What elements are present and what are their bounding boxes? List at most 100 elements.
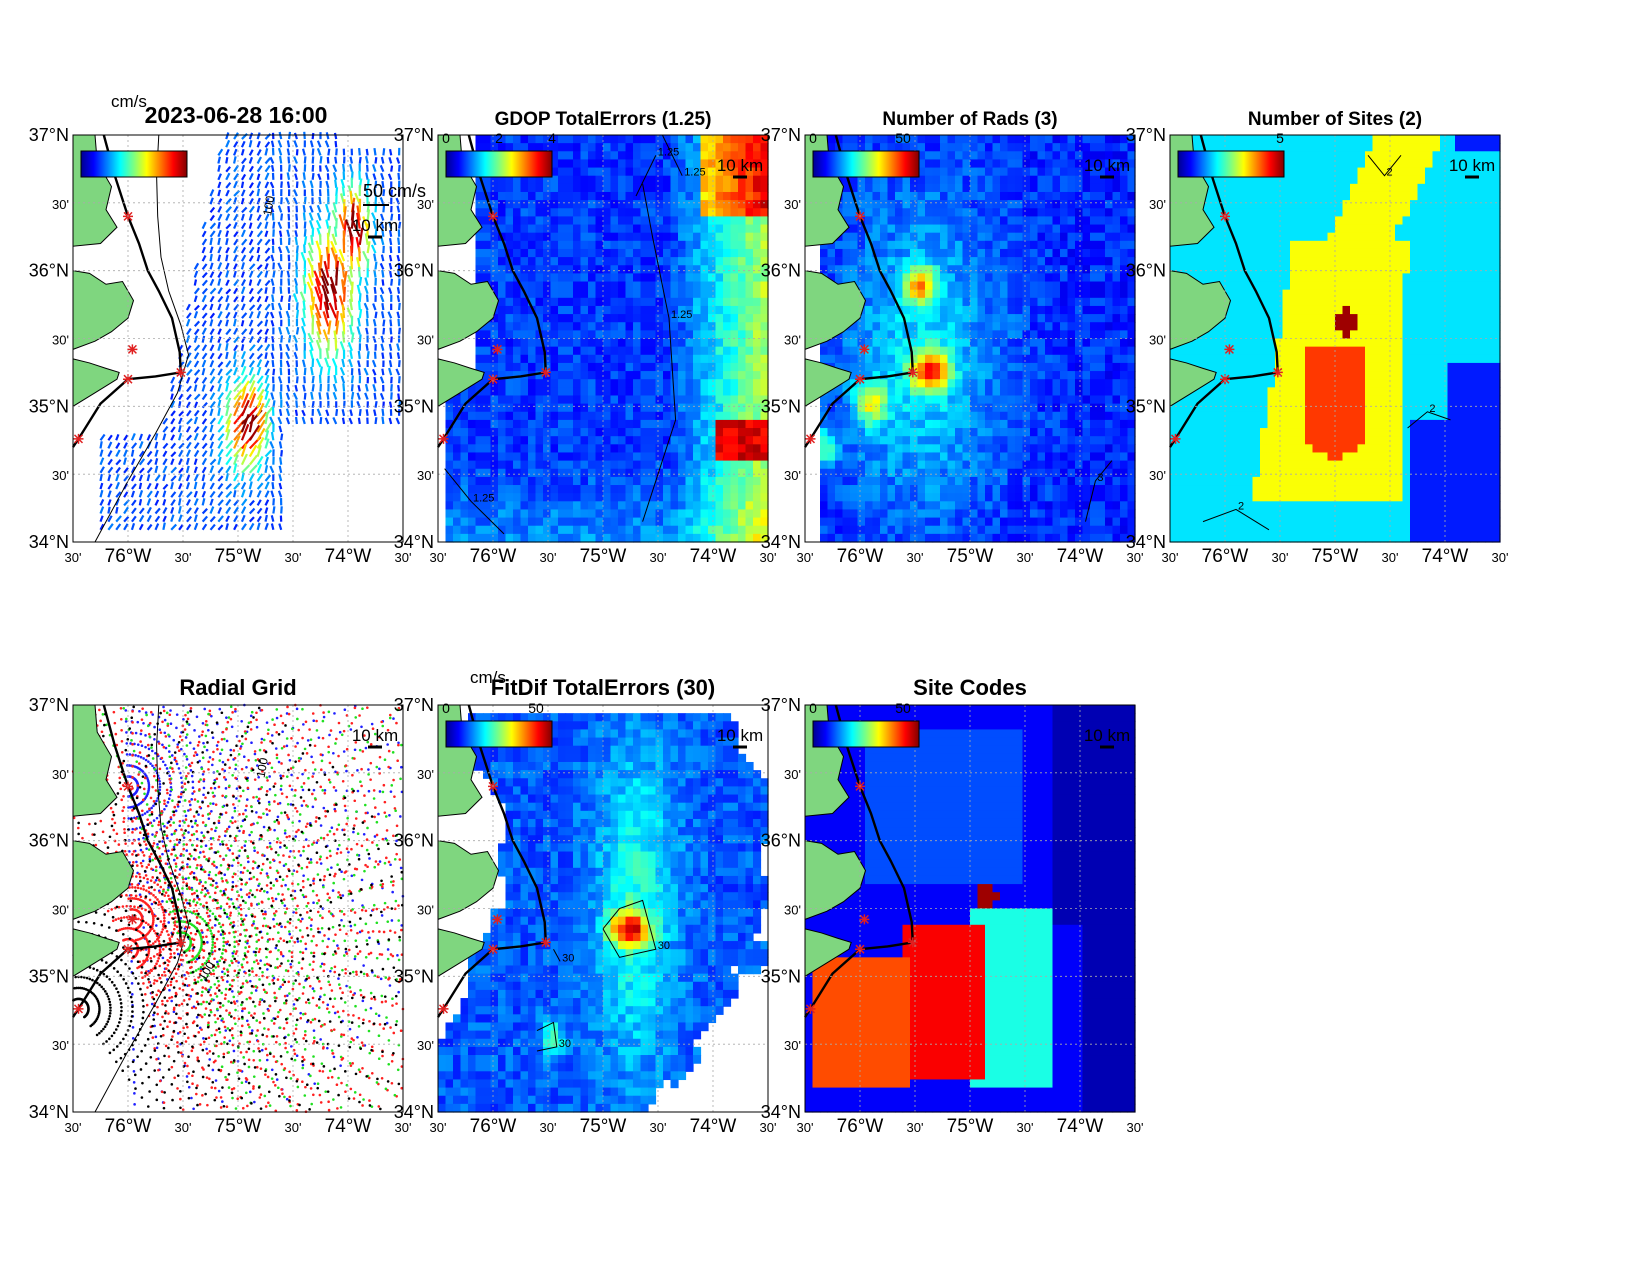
current-vector xyxy=(390,384,393,392)
heatmap-cell xyxy=(483,143,492,152)
current-vector xyxy=(209,515,216,523)
heatmap-cell xyxy=(887,476,896,486)
heatmap-cell xyxy=(1000,314,1009,323)
heatmap-cell xyxy=(580,525,589,535)
heatmap-cell xyxy=(872,362,881,372)
heatmap-cell xyxy=(618,314,627,323)
current-vector xyxy=(248,140,253,148)
current-vector xyxy=(387,311,393,319)
heatmap-cell xyxy=(700,468,709,478)
heatmap-cell xyxy=(648,240,657,250)
current-vector xyxy=(256,132,261,140)
heatmap-cell xyxy=(947,419,956,429)
current-vector xyxy=(388,262,393,270)
heatmap-cell xyxy=(453,517,462,527)
heatmap-cell xyxy=(1000,240,1009,250)
heatmap-cell xyxy=(962,517,971,527)
heatmap-cell xyxy=(558,395,567,405)
heatmap-cell xyxy=(700,216,709,226)
heatmap-cell xyxy=(573,289,582,299)
heatmap-cell xyxy=(573,216,582,226)
heatmap-cell xyxy=(842,232,851,242)
heatmap-cell xyxy=(902,371,911,380)
heatmap-cell xyxy=(573,257,582,266)
heatmap-cell xyxy=(1045,395,1054,405)
heatmap-cell xyxy=(490,135,499,144)
current-vector xyxy=(269,156,275,164)
current-vector xyxy=(388,229,393,237)
heatmap-cell xyxy=(558,143,567,152)
heatmap-cell xyxy=(685,354,694,364)
heatmap-cell xyxy=(520,322,529,331)
heatmap-cell xyxy=(753,501,762,511)
heatmap-cell xyxy=(468,517,477,527)
current-vector xyxy=(186,328,192,336)
heatmap-cell xyxy=(603,533,612,543)
heatmap-cell xyxy=(625,387,634,397)
current-vector xyxy=(327,212,331,221)
heatmap-cell xyxy=(932,533,941,543)
heatmap-cell xyxy=(483,362,492,372)
heatmap-cell xyxy=(857,265,866,274)
current-vector xyxy=(177,505,182,514)
heatmap-cell xyxy=(490,428,499,437)
heatmap-cell xyxy=(633,208,642,217)
heatmap-cell xyxy=(640,314,649,323)
heatmap-cell xyxy=(977,419,986,429)
heatmap-cell xyxy=(985,419,994,429)
heatmap-cell xyxy=(1037,240,1046,250)
heatmap-cell xyxy=(992,411,1001,421)
heatmap-cell xyxy=(992,200,1001,209)
heatmap-cell xyxy=(550,224,559,234)
current-vector xyxy=(264,205,269,213)
current-vector xyxy=(154,474,161,482)
current-vector xyxy=(292,392,298,401)
heatmap-cell xyxy=(902,216,911,226)
current-vectors xyxy=(99,131,402,531)
heatmap-cell xyxy=(895,330,904,340)
heatmap-cell xyxy=(932,167,941,177)
heatmap-cell xyxy=(535,460,544,470)
heatmap-cell xyxy=(543,452,552,462)
heatmap-cell xyxy=(670,428,679,437)
heatmap-cell xyxy=(940,330,949,340)
current-vector xyxy=(233,254,238,262)
current-vector xyxy=(193,409,200,417)
heatmap-cell xyxy=(550,436,559,445)
heatmap-cell xyxy=(1037,387,1046,397)
heatmap-cell xyxy=(745,517,754,527)
current-vector xyxy=(280,181,283,189)
heatmap-cell xyxy=(685,403,694,413)
heatmap-cell xyxy=(1045,281,1054,291)
heatmap-cell xyxy=(618,224,627,234)
current-vector xyxy=(248,205,255,213)
heatmap-cell xyxy=(738,452,747,462)
heatmap-cell xyxy=(962,191,971,201)
heatmap-cell xyxy=(618,493,627,502)
heatmap-cell xyxy=(1022,362,1031,372)
current-vector xyxy=(185,457,190,465)
heatmap-cell xyxy=(648,183,657,193)
heatmap-cell xyxy=(760,281,769,291)
heatmap-cell xyxy=(977,314,986,323)
heatmap-cell xyxy=(925,143,934,152)
heatmap-cell xyxy=(985,200,994,209)
heatmap-cell xyxy=(573,224,582,234)
heatmap-cell xyxy=(648,371,657,380)
current-vector xyxy=(302,212,306,221)
heatmap-cell xyxy=(580,428,589,437)
heatmap-cell xyxy=(947,428,956,437)
current-vector xyxy=(225,343,229,351)
heatmap-cell xyxy=(678,379,687,388)
heatmap-cell xyxy=(663,322,672,331)
current-vector xyxy=(269,205,275,213)
heatmap-cell xyxy=(753,322,762,331)
heatmap-cell xyxy=(505,419,514,429)
current-vector xyxy=(371,359,377,368)
heatmap-cell xyxy=(1022,493,1031,502)
lat-tick-label: 37°N xyxy=(394,125,434,145)
heatmap-cell xyxy=(618,436,627,445)
current-vector xyxy=(233,287,239,295)
current-vector xyxy=(256,188,261,197)
heatmap-cell xyxy=(745,183,754,193)
